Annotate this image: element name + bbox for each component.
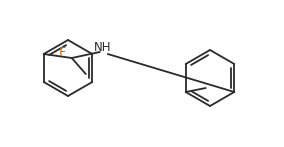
- Text: NH: NH: [94, 41, 112, 54]
- Text: F: F: [59, 46, 66, 59]
